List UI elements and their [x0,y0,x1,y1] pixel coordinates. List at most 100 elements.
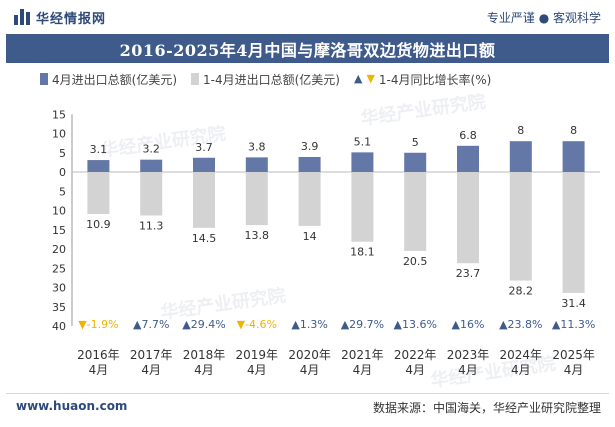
chart-title: 2016-2025年4月中国与摩洛哥双边货物进出口额 [119,40,496,60]
triangle-up-icon: ▲ [353,72,363,85]
triangle-down-icon: ▼ [237,318,246,331]
legend-item-ytd[interactable]: 1-4月进出口总额(亿美元) [191,71,340,88]
growth-rate-value: 13.6% [402,318,437,331]
x-tick-label: 2018年 [183,348,226,362]
footer-source: 数据来源：中国海关，华经产业研究院整理 [372,401,601,415]
y-tick-label: 40 [52,320,66,333]
y-tick-label: 5 [59,185,66,198]
data-label-ytd: 11.3 [139,220,164,233]
triangle-down-icon: ▼ [366,72,375,85]
triangle-down-icon: ▼ [78,318,87,331]
y-tick-label: 20 [52,243,66,256]
legend-label-growth: 1-4月同比增长率(%) [378,72,492,87]
x-tick-label: 4月 [89,363,109,377]
data-label-ytd: 20.5 [403,255,428,268]
y-tick-label: 15 [52,108,66,121]
footer-url-link[interactable]: www.huaon.com [16,399,128,413]
bar-ytd [457,172,479,264]
data-label-april: 6.8 [459,129,477,142]
x-tick-label: 4月 [194,363,214,377]
x-tick-label: 2022年 [394,348,437,362]
y-tick-label: 10 [52,128,66,141]
brand-logo-icon [14,9,30,25]
x-tick-label: 2023年 [447,348,490,362]
legend-item-april[interactable]: 4月进出口总额(亿美元) [40,71,177,88]
growth-rate-label: ▲11.3% [552,318,595,331]
growth-rate-value: -1.9% [87,318,119,331]
bar-april [404,152,427,172]
data-label-ytd: 13.8 [245,229,270,242]
data-label-ytd: 28.2 [509,285,534,298]
x-tick-label: 2024年 [500,348,543,362]
x-tick-label: 2025年 [552,348,595,362]
growth-rate-label: ▲7.7% [133,318,169,331]
data-label-april: 3.2 [142,143,160,156]
triangle-up-icon: ▲ [182,318,191,331]
x-tick-label: 2016年 [77,348,120,362]
growth-rate-label: ▼-1.9% [78,318,118,331]
triangle-up-icon: ▲ [552,318,561,331]
data-label-ytd: 18.1 [350,246,375,259]
growth-rate-value: 29.4% [191,318,226,331]
data-label-april: 5 [412,136,419,149]
triangle-up-icon: ▲ [133,318,142,331]
growth-rate-value: 23.8% [508,318,543,331]
x-tick-label: 2021年 [341,348,384,362]
bar-april [140,159,163,172]
data-label-april: 8 [570,124,577,137]
triangle-up-icon: ▲ [291,318,300,331]
title-bar: 2016-2025年4月中国与摩洛哥双边货物进出口额 [6,34,609,63]
x-tick-label: 4月 [511,363,531,377]
x-tick-label: 2020年 [288,348,331,362]
growth-rate-label: ▲1.3% [291,318,327,331]
data-label-april: 5.1 [354,135,372,148]
legend-swatch-april [40,73,48,85]
bar-ytd [193,172,215,228]
bar-ytd [404,172,427,251]
slogan: 专业严谨 ● 客观科学 [486,11,601,25]
bar-ytd [509,172,532,281]
x-tick-label: 2017年 [130,348,173,362]
bar-april [245,157,268,172]
bar-april [87,160,110,172]
data-label-ytd: 14.5 [192,232,217,245]
bar-ytd [87,172,110,214]
data-label-april: 8 [517,124,524,137]
data-label-april: 3.9 [301,140,319,153]
bar-ytd [298,172,321,226]
y-tick-label: 30 [52,282,66,295]
y-tick-label: 35 [52,301,66,314]
data-label-april: 3.1 [90,143,108,156]
growth-rate-value: 29.7% [349,318,384,331]
brand-name: 华经情报网 [36,11,107,27]
y-tick-label: 15 [52,224,66,237]
growth-rate-value: 16% [460,318,484,331]
growth-rate-label: ▲29.4% [182,318,225,331]
triangle-up-icon: ▲ [341,318,350,331]
x-tick-label: 4月 [405,363,425,377]
bar-april [457,145,479,172]
data-label-april: 3.8 [248,140,266,153]
y-tick-label: 10 [52,205,66,218]
data-label-april: 3.7 [195,141,213,154]
x-tick-label: 4月 [300,363,320,377]
footer-divider [6,393,609,394]
triangle-up-icon: ▲ [393,318,402,331]
bar-ytd [245,172,268,226]
growth-rate-label: ▲16% [452,318,485,331]
x-tick-label: 2019年 [236,348,279,362]
legend-item-growth[interactable]: ▲ ▼ 1-4月同比增长率(%) [354,71,491,88]
chart-legend: 4月进出口总额(亿美元) 1-4月进出口总额(亿美元) ▲ ▼ 1-4月同比增长… [40,70,505,88]
triangle-up-icon: ▲ [499,318,508,331]
data-label-ytd: 14 [303,230,317,243]
bar-ytd [562,172,585,293]
bar-april [193,157,215,172]
growth-rate-value: -4.6% [245,318,277,331]
growth-rate-value: 11.3% [560,318,595,331]
bar-april [509,141,532,172]
legend-swatch-ytd [191,73,199,85]
growth-rate-value: 7.7% [141,318,169,331]
growth-rate-label: ▼-4.6% [237,318,277,331]
brand[interactable]: 华经情报网 [14,6,106,28]
